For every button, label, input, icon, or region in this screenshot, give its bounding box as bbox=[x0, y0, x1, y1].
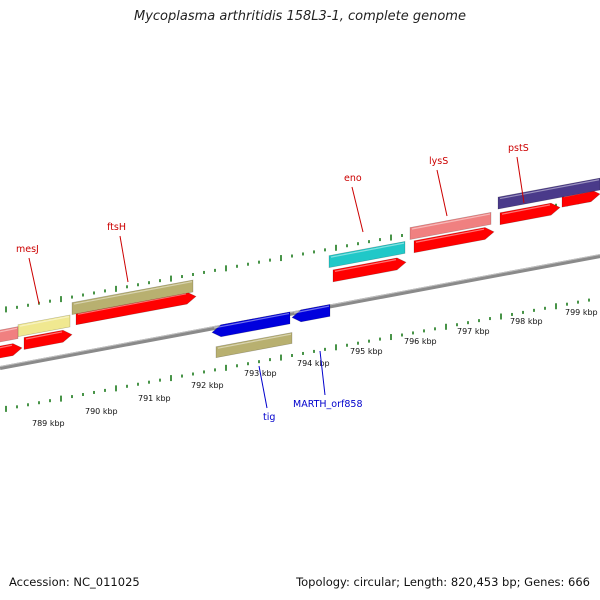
gene-bar-lyss-highlight bbox=[411, 213, 491, 230]
gene-label-lyss: lysS bbox=[429, 156, 448, 167]
topology-text: Topology: circular; Length: 820,453 bp; … bbox=[296, 575, 590, 589]
scale-label: 795 kbp bbox=[350, 347, 383, 356]
gene-leader-line bbox=[319, 350, 326, 396]
scale-label: 798 kbp bbox=[510, 317, 543, 326]
forward-cds-arrow bbox=[23, 329, 73, 350]
scale-label: 799 kbp bbox=[565, 308, 598, 317]
accession-text: Accession: NC_011025 bbox=[9, 575, 140, 589]
forward-cds-arrow-highlight bbox=[501, 204, 551, 215]
reverse-cds-bar bbox=[215, 332, 293, 359]
gene-bar-partial bbox=[0, 326, 19, 343]
gene-label-tig: tig bbox=[263, 412, 275, 423]
gene-leader-line bbox=[258, 365, 268, 409]
gene-leader-line bbox=[119, 235, 129, 283]
gene-label-mesj: mesJ bbox=[16, 244, 39, 255]
scale-label: 791 kbp bbox=[138, 394, 171, 403]
gene-bar-mesj-highlight bbox=[19, 316, 70, 327]
gene-arrow-tig bbox=[211, 311, 291, 338]
gene-bar-ftsh-highlight bbox=[73, 281, 193, 305]
scale-label: 794 kbp bbox=[297, 359, 330, 368]
forward-cds-arrow-highlight bbox=[0, 344, 13, 349]
gene-arrow-tig-highlight bbox=[213, 312, 290, 329]
forward-cds-arrow-highlight bbox=[25, 331, 63, 340]
gene-bar-lyss bbox=[409, 212, 492, 240]
gene-bar-ftsh bbox=[71, 279, 194, 315]
scale-label: 789 kbp bbox=[32, 419, 65, 428]
forward-cds-arrow bbox=[0, 343, 23, 359]
gene-leader-line bbox=[436, 169, 448, 217]
gene-bar-psts-highlight bbox=[499, 179, 600, 200]
forward-cds-arrow-highlight bbox=[77, 293, 187, 315]
gene-bar-eno-highlight bbox=[330, 242, 405, 258]
forward-cds-arrow bbox=[332, 257, 407, 283]
reverse-cds-bar-highlight bbox=[217, 333, 292, 349]
gene-label-psts: pstS bbox=[508, 143, 529, 154]
gene-leader-line bbox=[516, 156, 525, 204]
scale-label: 797 kbp bbox=[457, 327, 490, 336]
gene-leader-line bbox=[28, 257, 40, 305]
gene-arrow-marth-orf858-highlight bbox=[293, 305, 330, 314]
scale-label: 792 kbp bbox=[191, 381, 224, 390]
forward-cds-arrow-highlight bbox=[415, 228, 485, 243]
gene-label-ftsh: ftsH bbox=[107, 222, 126, 233]
gene-bar-partial-highlight bbox=[0, 327, 18, 333]
gene-arrow-marth-orf858 bbox=[291, 304, 331, 323]
scale-label: 790 kbp bbox=[85, 407, 118, 416]
map-title: Mycoplasma arthritidis 158L3-1, complete… bbox=[134, 9, 466, 24]
gene-label-eno: eno bbox=[344, 173, 362, 184]
forward-cds-arrow bbox=[413, 227, 495, 254]
scale-label: 796 kbp bbox=[404, 337, 437, 346]
gene-leader-line bbox=[351, 186, 364, 233]
gene-bar-eno bbox=[328, 241, 406, 268]
forward-cds-arrow bbox=[499, 202, 561, 226]
gene-label-marth_orf858: MARTH_orf858 bbox=[293, 399, 363, 410]
genome-backbone-highlight bbox=[0, 254, 600, 367]
forward-cds-arrow-highlight bbox=[334, 259, 397, 272]
